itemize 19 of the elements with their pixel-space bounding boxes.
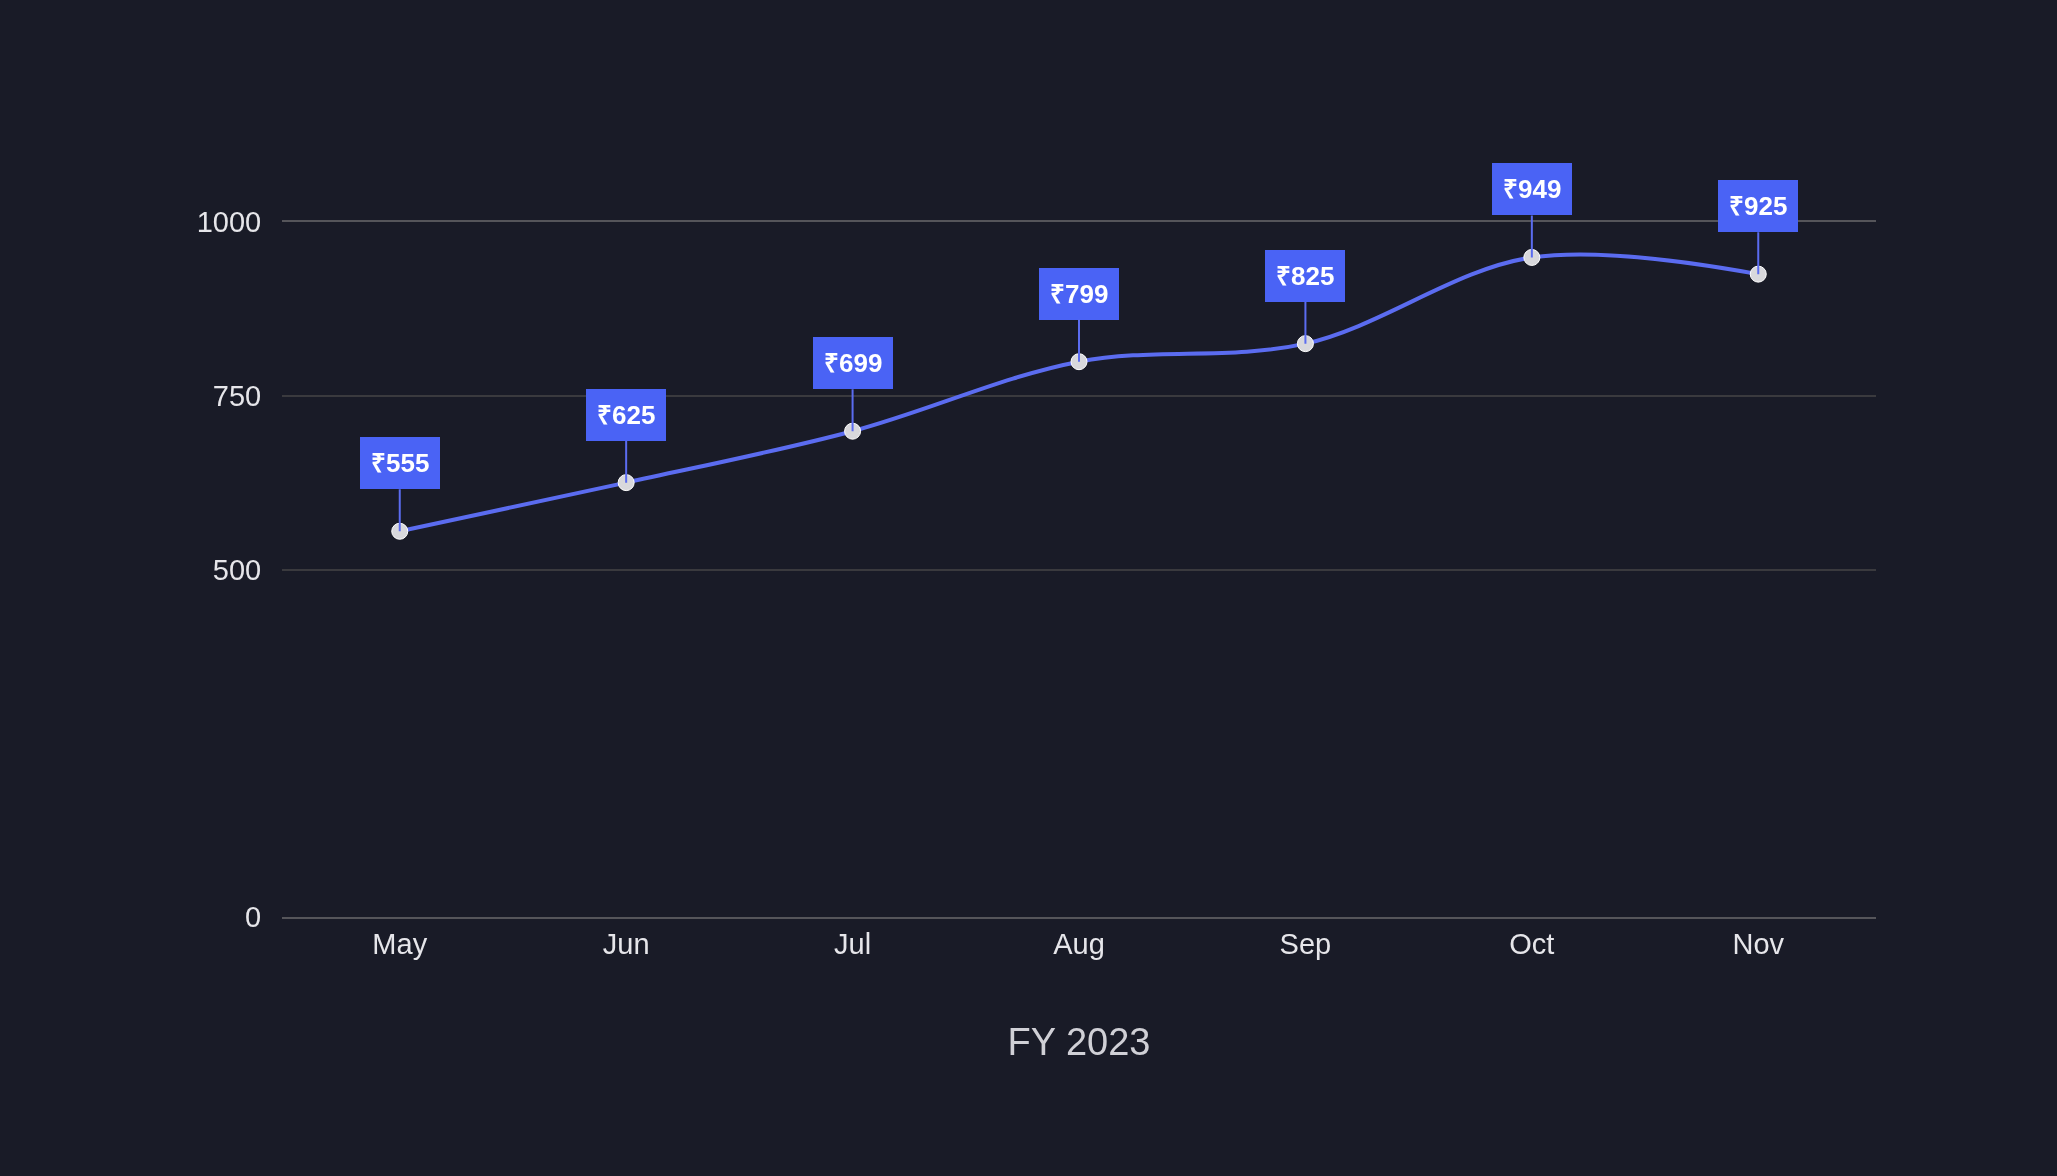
x-axis-title: FY 2023	[1007, 1021, 1151, 1064]
y-tick-label: 750	[212, 379, 262, 412]
x-tick-label: Jun	[602, 927, 650, 960]
y-tick-label: 1000	[196, 206, 262, 239]
x-tick-label: Aug	[1053, 927, 1105, 960]
x-tick-label: Oct	[1509, 927, 1555, 960]
data-label: ₹949	[1503, 174, 1562, 204]
y-tick-label: 0	[245, 901, 262, 934]
y-tick-label: 500	[212, 553, 262, 586]
data-label: ₹699	[824, 348, 883, 378]
data-label: ₹825	[1276, 261, 1335, 291]
data-label: ₹799	[1050, 279, 1109, 309]
x-tick-label: Nov	[1732, 927, 1785, 960]
data-label: ₹625	[597, 400, 656, 430]
x-tick-label: Sep	[1279, 927, 1332, 960]
x-tick-label: Jul	[834, 927, 872, 960]
data-label: ₹925	[1729, 191, 1788, 221]
x-tick-label: May	[372, 927, 428, 960]
data-label: ₹555	[371, 448, 430, 478]
